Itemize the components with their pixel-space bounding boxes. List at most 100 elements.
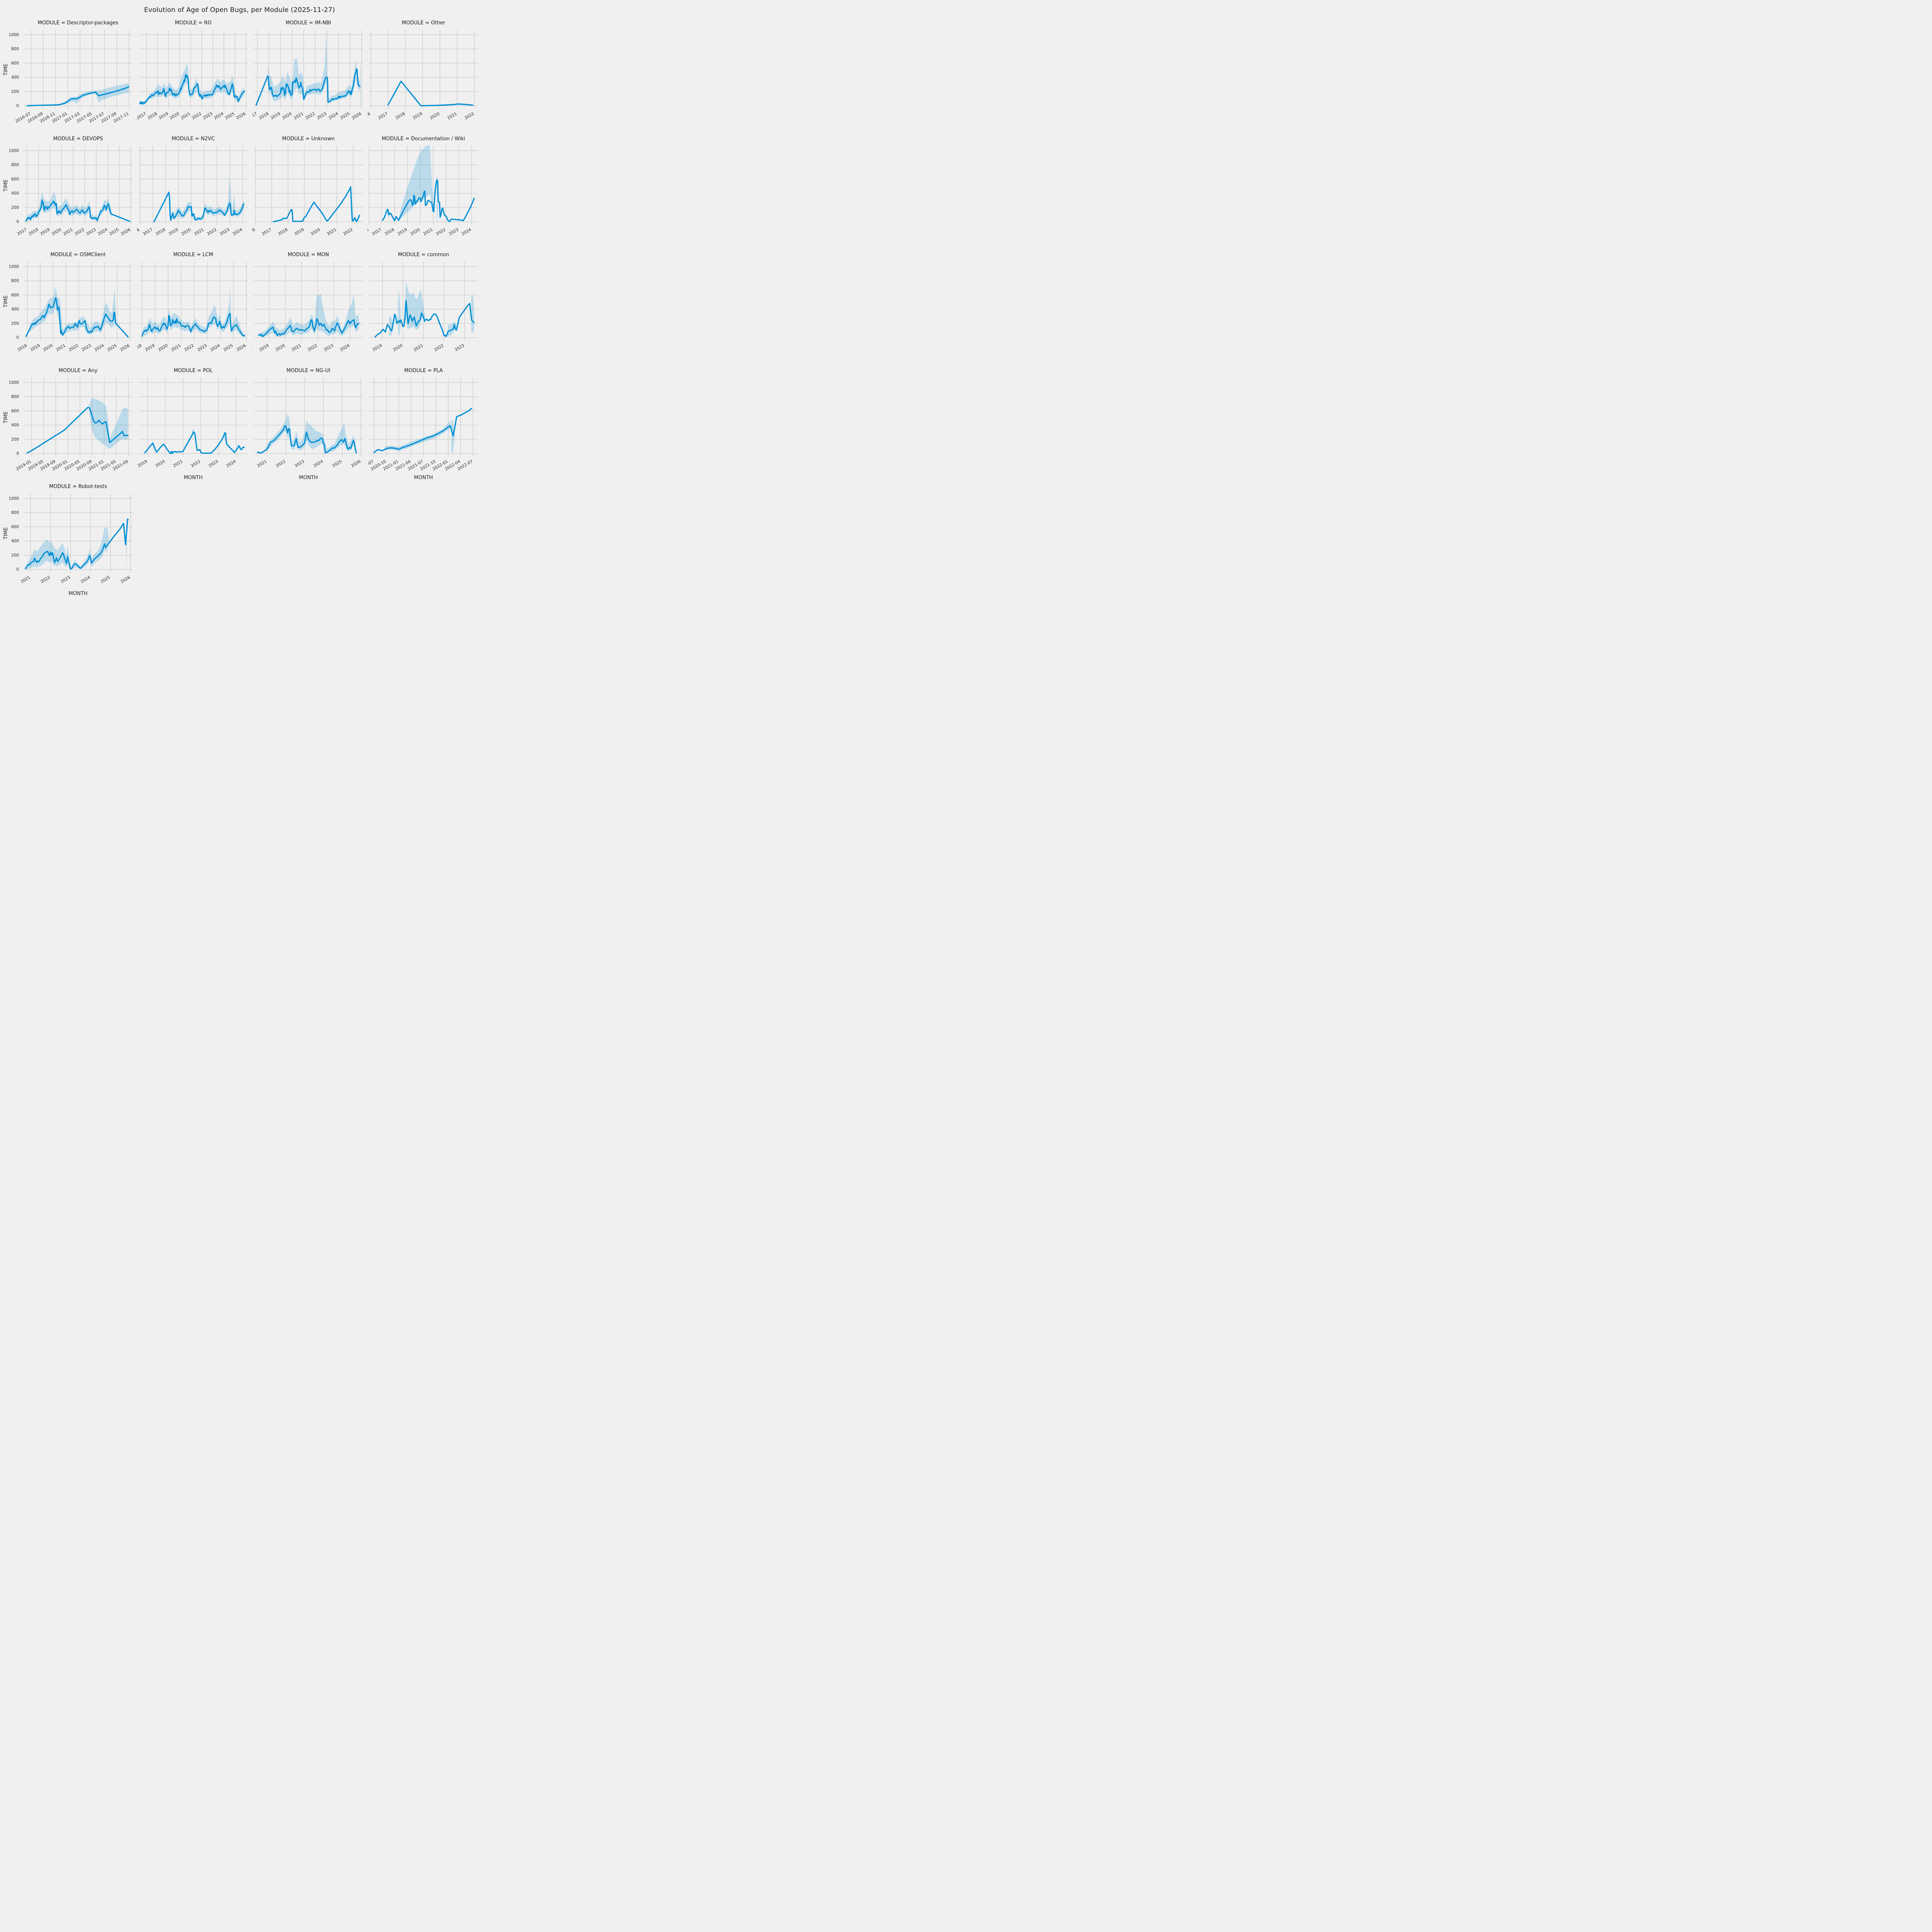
facet-chart: 2019 2020 2021 2022 2023 2024 MONTH [137, 378, 248, 481]
x-tick-label: 2023 [197, 343, 208, 352]
facet-title: MODULE = OSMClient [50, 252, 106, 258]
facet-devops: MODULE = DEVOPS 2017 2018 2019 2020 2021 2022 2… [1, 135, 134, 250]
x-tick-label: 2026 [235, 111, 247, 121]
x-tick-label: 2021 [172, 459, 184, 468]
facet-chart: 2016 2017 2018 2019 2020 2021 2022 [367, 30, 478, 121]
x-tick-label: 2020 [157, 343, 168, 352]
x-tick-label: 2016 [367, 227, 370, 236]
mean-line [387, 80, 474, 107]
x-tick-label: 2019 [168, 227, 179, 236]
x-tick-label: 2025 [109, 227, 120, 236]
x-tick-label: 2023 [323, 343, 334, 352]
x-tick-label: 2021 [194, 227, 205, 236]
x-tick-label: 2020 [281, 111, 293, 121]
x-tick-label: 2026 [236, 343, 247, 352]
x-tick-label: 2025 [332, 459, 343, 468]
x-tick-label: 2016 [367, 111, 371, 121]
facet-any: MODULE = Any 2019-01 2019-05 2019-09 2020-01… [1, 367, 134, 482]
mean-line [139, 74, 245, 105]
x-tick-label: 2026 [351, 111, 362, 121]
facet-pol: MODULE = POL 2019 2020 2021 2022 2023 2024 MONT… [137, 367, 249, 482]
y-tick-label: 1000 [9, 148, 19, 153]
facet-documentation-wiki: MODULE = Documentation / Wiki 2016 2017 201… [367, 135, 480, 250]
x-tick-label: 2017 [261, 227, 272, 236]
figure: Evolution of Age of Open Bugs, per Modul… [0, 0, 479, 598]
x-tick-label: 2024 [328, 111, 339, 121]
facet-descriptor-packages: MODULE = Descriptor-packages 2016-07 2016-… [1, 19, 134, 134]
x-tick-label: 2016 [137, 227, 141, 236]
x-tick-label: 2019 [39, 227, 51, 236]
x-tick-label: 2024 [313, 459, 324, 468]
facet-im-nbi: MODULE = IM-NBI 2017 2018 2019 2020 2021 2022 2… [252, 19, 364, 134]
y-tick-label: 400 [11, 307, 19, 312]
y-tick-label: 800 [11, 47, 19, 51]
confidence-band [404, 282, 425, 330]
x-tick-label: 2025 [100, 575, 111, 584]
facet-title: MODULE = N2VC [172, 136, 215, 142]
x-tick-label: 2023 [60, 575, 71, 584]
y-tick-label: 600 [11, 177, 19, 182]
x-tick-label: 2024 [213, 111, 224, 121]
mean-line [26, 406, 129, 454]
x-tick-label: 2019 [397, 227, 408, 236]
y-axis-label: TIME [3, 179, 9, 192]
facet-chart: 2021 2022 2023 2024 2025 2026 MONTH [254, 378, 363, 481]
y-tick-label: 600 [11, 409, 19, 413]
x-tick-label: 2021 [413, 343, 424, 352]
mean-line [141, 313, 245, 337]
y-tick-label: 200 [11, 89, 19, 94]
x-tick-label: 2019 [145, 343, 156, 352]
y-tick-label: 600 [11, 293, 19, 298]
x-tick-label: 2018 [252, 343, 253, 352]
facet-chart: 2018 2019 2020 2021 2022 2023 2024 2025 2026 [137, 262, 248, 352]
x-tick-label: 2021 [291, 343, 302, 352]
x-tick-label: 2017 [252, 111, 258, 121]
x-tick-label: 2023 [208, 459, 219, 468]
facet-ro: MODULE = RO 2017 2018 2019 2020 2021 2022 2023 2… [137, 19, 249, 134]
y-axis-label: TIME [3, 411, 9, 423]
x-tick-label: 2020 [43, 343, 54, 352]
x-tick-label: 2023 [454, 343, 465, 352]
x-tick-label: 2018 [277, 227, 289, 236]
x-tick-label: 2022 [307, 343, 318, 352]
confidence-band [59, 83, 129, 105]
x-tick-label: 2018 [258, 111, 269, 121]
x-tick-label: 2025 [107, 343, 118, 352]
y-tick-label: 400 [11, 423, 19, 428]
x-tick-label: 2024 [97, 227, 108, 236]
x-tick-label: 2022 [190, 459, 201, 468]
facet-chart: 2019 2020 2021 2022 2023 [369, 262, 478, 352]
y-tick-label: 1000 [9, 496, 19, 501]
facet-chart: 2016 2017 2018 2019 2020 2021 2022 2023 2024 [367, 145, 478, 236]
x-tick-label: 2021 [447, 111, 458, 121]
x-tick-label: 2017 [371, 227, 383, 236]
x-tick-label: 2019 [137, 459, 148, 468]
facet-title: MODULE = Any [58, 368, 98, 374]
facet-title: MODULE = MON [287, 252, 329, 258]
x-tick-label: 2018 [384, 227, 395, 236]
confidence-band [89, 398, 128, 449]
x-tick-label: 2021 [63, 227, 74, 236]
mean-line [26, 86, 130, 107]
x-tick-label: 2019 [29, 343, 41, 352]
x-tick-label: 2024 [339, 343, 350, 352]
mean-line [25, 199, 131, 222]
facet-other: MODULE = Other 2016 2017 2018 2019 2020 2021 20… [367, 19, 480, 134]
x-tick-label: 2024 [461, 227, 472, 236]
y-tick-label: 200 [11, 437, 19, 442]
facet-robot-tests: MODULE = Robot-tests 2021 2022 2023 2024 2025… [1, 483, 134, 598]
facet-chart: 2016-072016-092016-112017-012017-032017-… [3, 30, 133, 124]
facet-chart: 2019-012019-052019-092020-012020-052020-… [3, 378, 133, 472]
facet-chart: 2018 2019 2020 2021 2022 2023 2024 [252, 262, 363, 352]
x-tick-label: 2020 [429, 111, 440, 121]
x-tick-label: 2020 [180, 227, 192, 236]
x-tick-label: 2017 [16, 227, 27, 236]
x-tick-label: 2023 [316, 111, 327, 121]
y-tick-label: 200 [11, 205, 19, 210]
x-tick-label: 2021 [422, 227, 434, 236]
facet-title: MODULE = Descriptor-packages [37, 20, 119, 26]
confidence-band [172, 175, 244, 221]
x-tick-label: 2021 [170, 343, 182, 352]
confidence-band [265, 413, 355, 454]
confidence-band [360, 66, 361, 106]
